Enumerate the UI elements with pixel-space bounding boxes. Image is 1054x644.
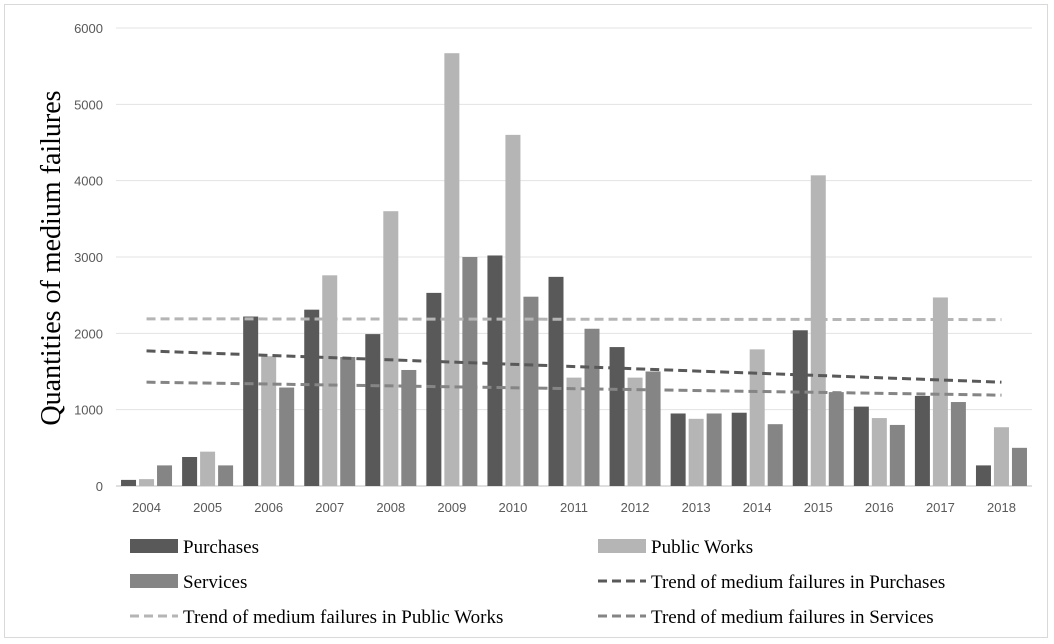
bar-purchases [365, 334, 381, 486]
bar-services [950, 402, 966, 486]
y-tick-label: 0 [96, 479, 103, 494]
bar-services [584, 328, 600, 486]
bar-public-works [322, 275, 338, 486]
x-tick-label: 2015 [804, 500, 833, 515]
x-tick-label: 2004 [132, 500, 161, 515]
x-tick-label: 2009 [437, 500, 466, 515]
x-tick-labels: 2004 2005 2006 2007 2008 2009 2010 2011 2012 2013… [132, 500, 1016, 515]
legend-swatch [130, 574, 178, 588]
y-tick-label: 2000 [74, 326, 103, 341]
legend-swatch [130, 539, 178, 553]
bar-public-works [200, 451, 216, 486]
bar-purchases [731, 412, 747, 486]
bar-services [828, 392, 844, 486]
bar-purchases [670, 413, 686, 486]
y-tick-label: 1000 [74, 403, 103, 418]
bar-public-works [749, 349, 765, 486]
bar-services [1011, 447, 1027, 486]
legend-label: Purchases [183, 537, 259, 558]
x-tick-label: 2008 [376, 500, 405, 515]
y-tick-label: 3000 [74, 250, 103, 265]
bar-services [462, 257, 478, 486]
trendlines [146, 317, 1002, 397]
bar-services [767, 424, 783, 486]
legend-label: Public Works [651, 537, 753, 558]
bar-public-works [688, 418, 704, 486]
bar-purchases [243, 316, 259, 486]
y-tick-label: 6000 [74, 21, 103, 36]
bar-services [706, 413, 722, 486]
legend-label: Services [183, 572, 247, 593]
x-tick-label: 2005 [193, 500, 222, 515]
bar-purchases [121, 479, 137, 486]
bar-public-works [932, 297, 948, 486]
bar-services [340, 356, 356, 486]
bar-public-works [139, 479, 155, 486]
x-tick-label: 2017 [926, 500, 955, 515]
bar-public-works [810, 175, 826, 486]
bar-purchases [914, 395, 930, 486]
bar-public-works [993, 427, 1009, 486]
x-tick-label: 2013 [682, 500, 711, 515]
bar-services [645, 371, 661, 486]
bar-purchases [182, 456, 198, 486]
y-tick-label: 4000 [74, 174, 103, 189]
x-tick-label: 2011 [560, 500, 588, 515]
x-tick-label: 2014 [743, 500, 772, 515]
bar-purchases [304, 309, 320, 486]
legend-swatch [598, 539, 646, 553]
bar-public-works [505, 134, 521, 486]
y-axis-label: Quantities of medium failures [36, 90, 67, 425]
legend: Purchases Public Works Services Trend of me… [130, 537, 945, 628]
bar-services [889, 424, 905, 486]
bar-purchases [548, 276, 564, 486]
bar-public-works [261, 356, 277, 486]
bar-public-works [627, 377, 643, 486]
y-tick-labels: 0 1000 2000 3000 4000 5000 6000 [74, 21, 103, 494]
x-tick-label: 2010 [498, 500, 527, 515]
bar-purchases [487, 255, 503, 486]
legend-label: Trend of medium failures in Purchases [651, 572, 945, 593]
bar-purchases [792, 330, 808, 486]
bars [121, 53, 1027, 486]
bar-purchases [426, 292, 442, 486]
x-tick-label: 2007 [315, 500, 344, 515]
trendline [146, 349, 1002, 384]
bar-public-works [444, 53, 460, 486]
x-tick-label: 2016 [865, 500, 894, 515]
bar-services [523, 296, 539, 486]
bar-purchases [853, 406, 869, 486]
trendline [146, 317, 1002, 322]
bar-services [279, 387, 295, 486]
legend-label: Trend of medium failures in Services [651, 607, 934, 628]
bar-public-works [383, 211, 399, 486]
x-tick-label: 2006 [254, 500, 283, 515]
bar-public-works [566, 377, 582, 486]
bar-services [401, 369, 417, 486]
bar-purchases [609, 347, 625, 486]
legend-label: Trend of medium failures in Public Works [183, 607, 503, 628]
bar-public-works [871, 418, 887, 486]
x-tick-label: 2018 [987, 500, 1016, 515]
bar-services [218, 465, 234, 486]
x-tick-label: 2012 [621, 500, 650, 515]
trendline [146, 380, 1002, 397]
bar-purchases [975, 465, 991, 486]
y-tick-label: 5000 [74, 97, 103, 112]
bar-services [157, 465, 173, 486]
